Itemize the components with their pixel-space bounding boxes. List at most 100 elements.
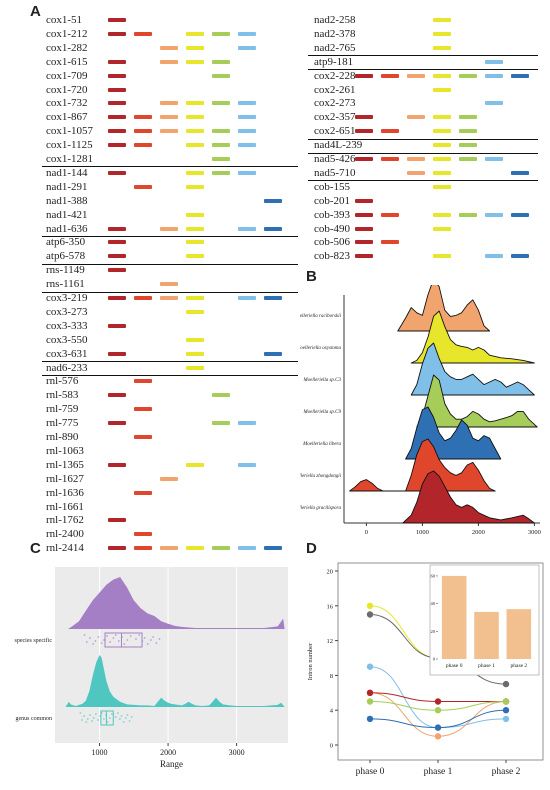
gene-label-rnl-775: rnl-775 [46, 417, 79, 430]
intron-mark-rnl-890-col1 [134, 435, 152, 439]
raincloud-point [146, 643, 149, 645]
group-separator [308, 180, 538, 182]
intron-mark-atp6-578-col0 [108, 254, 126, 259]
gene-label-cox1-1281: cox1-1281 [46, 153, 94, 165]
gene-label-cox3-333: cox3-333 [46, 319, 88, 332]
intron-mark-cox1-212-col1 [134, 31, 152, 36]
intron-mark-cox1-1057-col0 [108, 129, 126, 134]
intron-mark-nad5-426-col4 [459, 157, 477, 161]
intron-mark-cox2-651-col3 [433, 129, 451, 134]
raincloud-point [119, 718, 121, 720]
gene-label-cox1-1125: cox1-1125 [46, 139, 93, 152]
intron-mark-cob-823-col3 [433, 254, 451, 259]
gene-label-nad1-421: nad1-421 [46, 208, 88, 221]
intron-mark-cob-506-col1 [381, 240, 399, 245]
intron-mark-cox2-651-col1 [381, 129, 399, 134]
raincloud-point [114, 716, 117, 718]
intron-mark-nad5-710-col3 [433, 170, 451, 175]
intron-mark-rnl-775-col4 [212, 421, 230, 426]
raincloud-point [158, 638, 161, 640]
intron-mark-cox1-1125-col5 [238, 143, 256, 148]
intron-mark-cox2-228-col1 [381, 73, 399, 78]
ridge-label-moelleriella-sp-c9: Moelleriella sp.C9 [303, 410, 342, 415]
intron-mark-cox1-1125-col4 [212, 143, 230, 148]
intron-mark-cob-823-col5 [485, 254, 503, 259]
raincloud-point [126, 714, 129, 716]
gene-label-rnl-576: rnl-576 [46, 375, 79, 388]
gene-label-cox1-720: cox1-720 [46, 83, 88, 96]
intron-mark-cox2-228-col0 [355, 73, 373, 78]
group-separator [308, 152, 538, 154]
intron-mark-rnl-2414-col5 [238, 546, 256, 551]
series-point-5-2 [502, 698, 510, 705]
gene-label-nad1-144: nad1-144 [46, 166, 88, 179]
intron-mark-cob-506-col0 [355, 240, 373, 245]
raincloud-point [120, 715, 123, 717]
raincloud-point [130, 716, 133, 718]
gene-label-cob-393: cob-393 [314, 208, 351, 221]
raincloud-point [117, 640, 120, 642]
gene-label-cob-201: cob-201 [314, 194, 351, 207]
intron-mark-atp6-350-col0 [108, 240, 126, 245]
intron-mark-cox3-631-col6 [264, 351, 282, 356]
inset-y-tick-label: 0 [433, 657, 436, 662]
ridge-moelleriella-raciborskii [397, 285, 491, 332]
intron-mark-cox1-720-col0 [108, 87, 126, 92]
ridge-x-tick-label: 2000 [472, 529, 485, 536]
ridge-label-moelleriella-sp-c3: Moelleriella sp.C3 [303, 378, 342, 383]
gene-label-rnl-2414: rnl-2414 [46, 542, 84, 555]
intron-mark-cox3-631-col3 [186, 351, 204, 356]
raincloud-point [89, 714, 91, 716]
gene-label-nad1-388: nad1-388 [46, 194, 88, 207]
intron-mark-nad4l-239-col3 [433, 143, 451, 148]
intron-mark-cox3-219-col2 [160, 296, 178, 300]
intron-mark-rnl-2414-col0 [108, 546, 126, 551]
intron-mark-cox1-1125-col0 [108, 143, 126, 148]
inset-bar-phase-1 [474, 611, 499, 659]
inset-x-tick-label-phase-0: phase 0 [446, 663, 463, 669]
intron-mark-cob-823-col6 [511, 254, 529, 259]
intron-mark-nad1-636-col0 [108, 226, 126, 231]
intron-mark-rnl-1365-col3 [186, 462, 204, 467]
ridge-label-moelleriella-raciborskii: Moelleriella raciborskii [300, 314, 342, 319]
line-y-axis-title: Intron number [307, 642, 314, 680]
intron-mark-cox3-219-col5 [238, 296, 256, 300]
raincloud-point [135, 638, 137, 640]
raincloud-point [112, 637, 115, 639]
intron-mark-cox1-709-col4 [212, 73, 230, 78]
gene-label-rnl-583: rnl-583 [46, 389, 79, 402]
intron-mark-nad5-710-col2 [407, 170, 425, 175]
gene-label-rnl-1365: rnl-1365 [46, 458, 84, 471]
raincloud-point [85, 641, 88, 643]
series-point-5-1 [434, 707, 442, 714]
raincloud-point [95, 713, 97, 715]
gene-label-cob-155: cob-155 [314, 180, 351, 193]
gene-label-cox1-732: cox1-732 [46, 97, 88, 110]
intron-mark-nad4l-239-col4 [459, 143, 477, 148]
intron-mark-rnl-759-col1 [134, 407, 152, 412]
intron-mark-cox1-212-col5 [238, 31, 256, 36]
intron-mark-nad6-233-col3 [186, 365, 204, 370]
raincloud-point [89, 637, 91, 639]
intron-mark-nad5-426-col5 [485, 157, 503, 161]
group-separator [42, 361, 298, 362]
raincloud-point [111, 713, 113, 715]
ridge-moelleriella-sp-c9 [416, 374, 538, 428]
group-separator [42, 263, 298, 265]
intron-mark-cox1-1057-col3 [186, 129, 204, 134]
ridge-label-moelleriella-libera: Moelleriella libera [302, 442, 341, 447]
raincloud-point [106, 721, 109, 723]
ridge-moelleriella-oxystoma [410, 310, 535, 364]
raincloud-x-axis-title: Range [160, 759, 183, 769]
intron-mark-cox2-261-col3 [433, 87, 451, 92]
intron-mark-cox1-212-col3 [186, 31, 204, 36]
raincloud-box-genus-common [100, 710, 114, 726]
line-y-tick-label: 8 [330, 673, 333, 680]
gene-label-nad4l-239: nad4L-239 [314, 139, 363, 152]
intron-mark-rnl-583-col0 [108, 393, 126, 398]
series-point-6-1 [434, 724, 442, 731]
intron-mark-cox3-631-col0 [108, 351, 126, 356]
intron-mark-cox3-333-col0 [108, 323, 126, 328]
intron-mark-cox1-732-col3 [186, 101, 204, 106]
raincloud-point [126, 639, 129, 641]
